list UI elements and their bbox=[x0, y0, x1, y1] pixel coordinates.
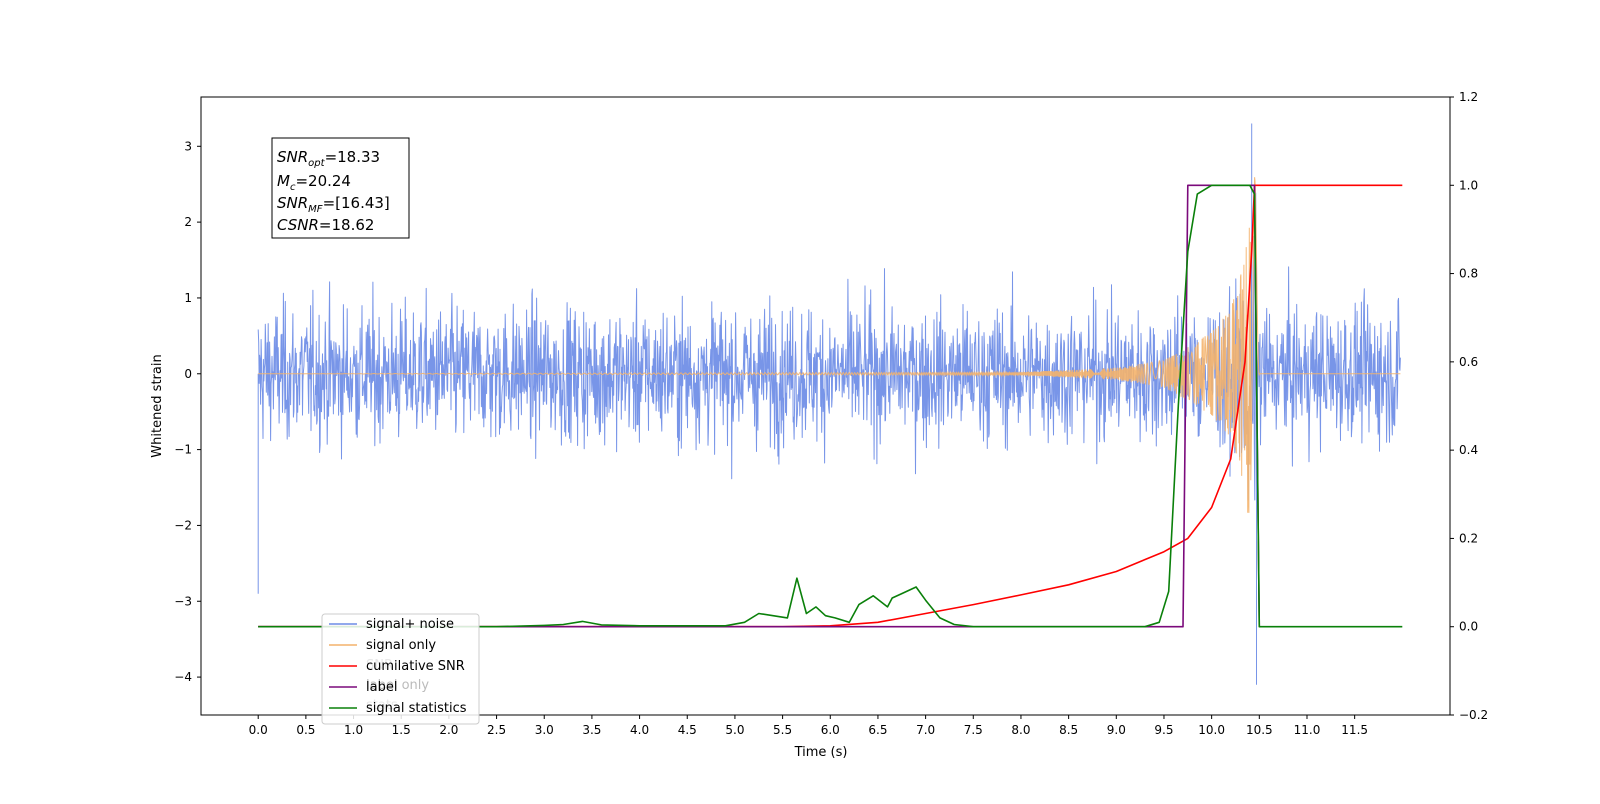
x-tick-label: 1.5 bbox=[392, 723, 411, 737]
x-tick-label: 2.0 bbox=[439, 723, 458, 737]
legend-label: label bbox=[366, 680, 397, 695]
x-tick-label: 11.0 bbox=[1294, 723, 1321, 737]
legend-ghost-stats: stats bbox=[366, 698, 398, 713]
y-axis-label: Whitened strain bbox=[150, 354, 165, 457]
legend-label: signal only bbox=[366, 638, 436, 653]
stats-mc: Mc=20.24 bbox=[277, 172, 351, 193]
legend-label: cumilative SNR bbox=[366, 659, 465, 674]
stats-box: SNRopt=18.33 Mc=20.24 SNRMF=[16.43] CSNR… bbox=[271, 137, 410, 239]
x-tick-label: 8.5 bbox=[1059, 723, 1078, 737]
y2-tick-label: 1.0 bbox=[1459, 178, 1478, 192]
stats-snr-mf: SNRMF=[16.43] bbox=[277, 194, 390, 215]
x-tick-label: 1.0 bbox=[344, 723, 363, 737]
left-y-axis: 3 2 1 0 −1 −2 −3 −4 bbox=[174, 139, 201, 684]
x-tick-label: 5.0 bbox=[725, 723, 744, 737]
y2-tick-label: 0.6 bbox=[1459, 355, 1478, 369]
stats-box-frame bbox=[271, 137, 410, 239]
stats-snr-opt: SNRopt=18.33 bbox=[277, 148, 380, 169]
series-signal-only bbox=[258, 177, 1401, 513]
x-tick-label: 4.0 bbox=[630, 723, 649, 737]
series-signal-noise bbox=[257, 123, 1401, 685]
y-tick-label: 3 bbox=[184, 139, 192, 153]
x-tick-label: 10.5 bbox=[1246, 723, 1273, 737]
x-tick-label: 10.0 bbox=[1198, 723, 1225, 737]
x-tick-label: 6.5 bbox=[868, 723, 887, 737]
legend-label: signal statistics bbox=[366, 701, 467, 716]
x-tick-label: 7.5 bbox=[964, 723, 983, 737]
x-tick-label: 8.0 bbox=[1011, 723, 1030, 737]
y-tick-label: −2 bbox=[174, 518, 192, 532]
x-axis-label: Time (s) bbox=[794, 745, 848, 760]
plot-area bbox=[257, 123, 1403, 685]
x-tick-label: 7.0 bbox=[916, 723, 935, 737]
y-tick-label: −3 bbox=[174, 594, 192, 608]
series-cumilative-snr bbox=[258, 184, 1403, 628]
stats-csnr: CSNR=18.62 bbox=[277, 216, 374, 234]
y-tick-label: 1 bbox=[184, 291, 192, 305]
x-tick-label: 11.5 bbox=[1341, 723, 1368, 737]
series-signal-statistics bbox=[258, 184, 1403, 628]
right-y-axis: 1.2 1.0 0.8 0.6 0.4 0.2 0.0 −0.2 bbox=[1450, 90, 1488, 722]
y-tick-label: −1 bbox=[174, 443, 192, 457]
y2-tick-label: −0.2 bbox=[1459, 708, 1488, 722]
y2-tick-label: 0.4 bbox=[1459, 443, 1478, 457]
legend-ghost-snr: SNR bbox=[366, 658, 393, 673]
y-tick-label: −4 bbox=[174, 670, 192, 684]
legend-items: signal+ noise signal only cumilative SNR la… bbox=[329, 617, 467, 716]
legend-frame bbox=[321, 613, 480, 725]
x-tick-label: 3.5 bbox=[582, 723, 601, 737]
x-tick-label: 0.0 bbox=[249, 723, 268, 737]
y2-tick-label: 0.2 bbox=[1459, 531, 1478, 545]
x-tick-label: 9.0 bbox=[1107, 723, 1126, 737]
x-tick-label: 6.0 bbox=[821, 723, 840, 737]
x-tick-label: 4.5 bbox=[678, 723, 697, 737]
legend-label: signal+ noise bbox=[366, 617, 454, 632]
x-tick-label: 0.5 bbox=[296, 723, 315, 737]
plot-frame bbox=[200, 96, 1451, 716]
x-axis: 0.0 0.5 1.0 1.5 2.0 2.5 3.0 3.5 4.0 4.5 5.0 5.5 6.0 6… bbox=[249, 715, 1368, 737]
x-tick-label: 3.0 bbox=[535, 723, 554, 737]
legend: label only SNR stats signal+ noisesignal… bbox=[321, 613, 480, 725]
y2-tick-label: 0.8 bbox=[1459, 267, 1478, 281]
x-tick-label: 5.5 bbox=[773, 723, 792, 737]
y2-tick-label: 1.2 bbox=[1459, 90, 1478, 104]
y-tick-label: 2 bbox=[184, 215, 192, 229]
legend-ghost-label-only: label only bbox=[366, 678, 429, 693]
y2-tick-label: 0.0 bbox=[1459, 620, 1478, 634]
x-tick-label: 9.5 bbox=[1154, 723, 1173, 737]
x-tick-label: 2.5 bbox=[487, 723, 506, 737]
y-tick-label: 0 bbox=[184, 367, 192, 381]
